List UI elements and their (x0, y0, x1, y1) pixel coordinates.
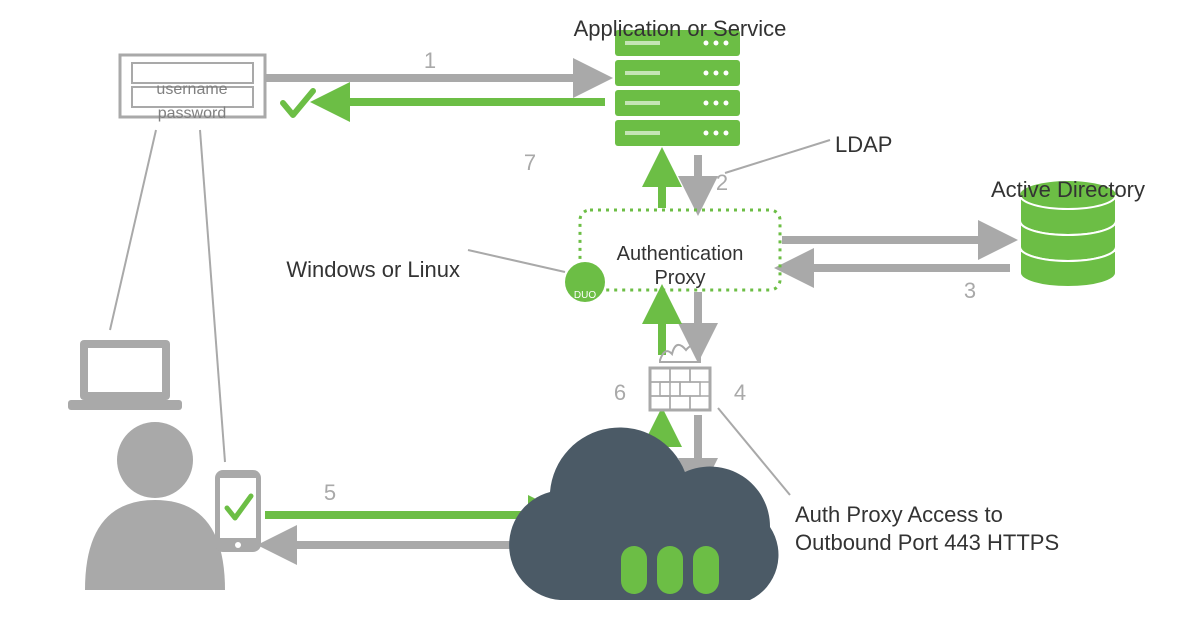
server-led-icon (704, 101, 709, 106)
label-ldap: LDAP (835, 132, 892, 157)
label-app_service: Application or Service (574, 16, 787, 41)
server-slot-icon (625, 71, 660, 75)
server-slot-icon (625, 131, 660, 135)
label-auth_proxy_1: Authentication (617, 243, 744, 265)
server-led-icon (724, 71, 729, 76)
step-number-n3: 3 (964, 278, 976, 303)
callout-line-c_user1 (110, 130, 156, 330)
label-duo: DUO (574, 290, 596, 301)
server-led-icon (724, 101, 729, 106)
label-username: username (156, 81, 227, 98)
server-led-icon (724, 131, 729, 136)
callout-line-c_ldap (725, 140, 830, 173)
step-number-n4: 4 (734, 380, 746, 405)
server-led-icon (704, 71, 709, 76)
server-led-icon (704, 131, 709, 136)
laptop-icon (68, 340, 182, 410)
label-port_note_2: Outbound Port 443 HTTPS (795, 530, 1059, 555)
callout-line-c_user2 (200, 130, 225, 462)
label-password: password (158, 105, 226, 122)
login-success-check-icon (283, 91, 313, 115)
server-led-icon (714, 71, 719, 76)
duo-cloud-icon (509, 427, 778, 600)
label-active_dir: Active Directory (991, 177, 1145, 202)
server-slot-icon (625, 41, 660, 45)
server-slot-icon (625, 101, 660, 105)
server-led-icon (714, 131, 719, 136)
phone-icon (215, 470, 261, 552)
step-number-n2: 2 (716, 170, 728, 195)
label-win_linux: Windows or Linux (286, 257, 460, 282)
username-field (132, 63, 253, 83)
step-number-n7: 7 (524, 150, 536, 175)
step-number-n6: 6 (614, 380, 626, 405)
label-auth_proxy_2: Proxy (654, 267, 705, 289)
callout-line-c_winlin (468, 250, 565, 272)
server-led-icon (714, 41, 719, 46)
auth-flow-diagram: Application or Service LDAP Active Directo… (0, 0, 1200, 630)
server-led-icon (714, 101, 719, 106)
person-icon (85, 422, 225, 590)
step-number-n5: 5 (324, 480, 336, 505)
step-number-n1: 1 (424, 48, 436, 73)
label-port_note_1: Auth Proxy Access to (795, 502, 1003, 527)
server-led-icon (724, 41, 729, 46)
server-led-icon (704, 41, 709, 46)
